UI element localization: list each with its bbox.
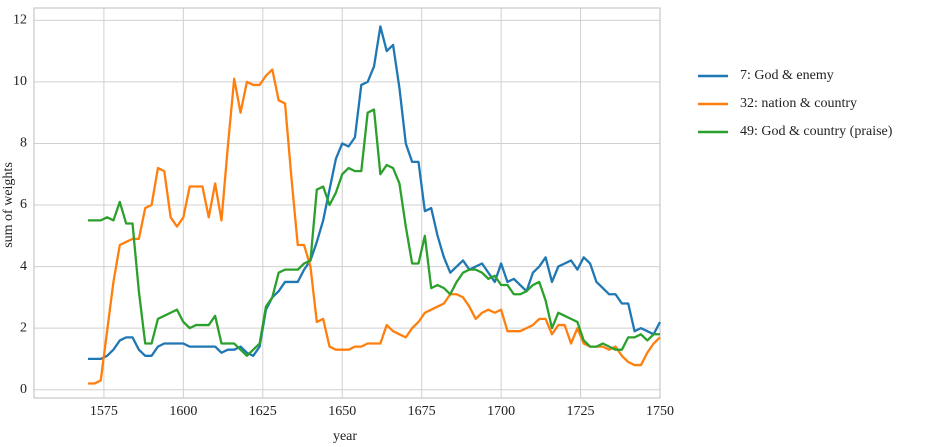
x-tick-label: 1575 xyxy=(90,404,118,419)
series-line xyxy=(88,68,661,385)
legend-label: 32: nation & country xyxy=(740,96,857,111)
x-tick-label: 1650 xyxy=(328,404,356,419)
x-tick-label: 1625 xyxy=(249,404,277,419)
x-tick-label: 1675 xyxy=(408,404,436,419)
legend-label: 7: God & enemy xyxy=(740,68,834,83)
y-tick-label: 8 xyxy=(20,136,27,151)
y-tick-label: 2 xyxy=(20,320,27,335)
x-axis-label: year xyxy=(333,429,357,444)
series-line xyxy=(88,25,662,361)
plot-frame xyxy=(33,7,661,399)
y-tick-label: 4 xyxy=(20,259,27,274)
x-tick-label: 1700 xyxy=(487,404,515,419)
x-tick-label: 1725 xyxy=(567,404,595,419)
legend-label: 49: God & country (praise) xyxy=(740,124,893,139)
y-tick-label: 0 xyxy=(20,382,27,397)
x-tick-label: 1750 xyxy=(646,404,674,419)
y-tick-label: 10 xyxy=(13,74,27,89)
y-tick-label: 6 xyxy=(20,197,27,212)
series-line xyxy=(88,108,660,357)
y-tick-label: 12 xyxy=(13,13,27,28)
y-axis-label: sum of weights xyxy=(1,162,16,248)
x-tick-label: 1600 xyxy=(169,404,197,419)
